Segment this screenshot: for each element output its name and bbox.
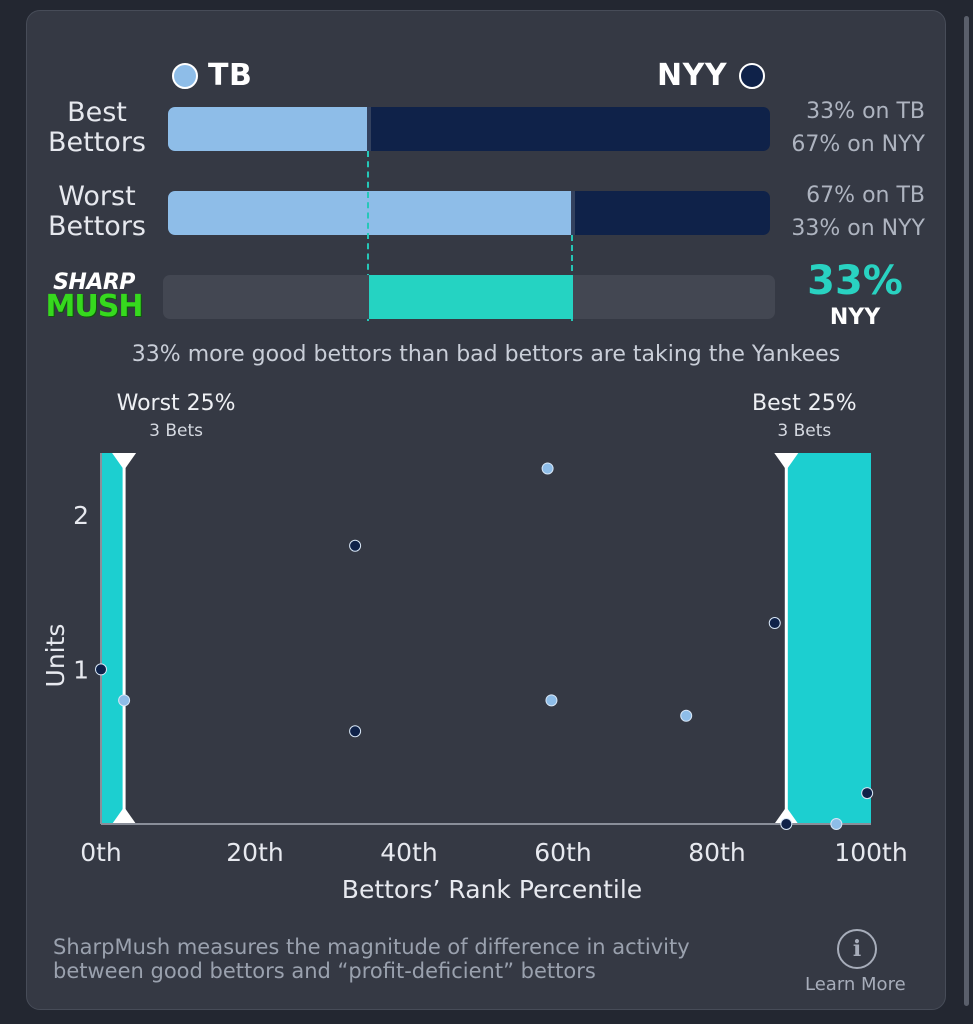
y-tick-label: 1: [73, 655, 89, 684]
band-marker-bottom-0: [112, 807, 137, 824]
footer-description: SharpMush measures the magnitude of diff…: [53, 935, 793, 983]
data-point-tb: [541, 462, 554, 475]
info-icon[interactable]: i: [837, 929, 877, 969]
sharpmush-logo-sharp: SHARP: [53, 270, 135, 295]
x-tick-label: 40th: [380, 838, 437, 867]
data-point-tb: [118, 694, 131, 707]
data-point-nyy: [349, 725, 362, 738]
band-label-1: Best 25%: [752, 391, 857, 416]
tb-legend-dot: [172, 63, 198, 89]
worst-bettors-tb-segment: [168, 191, 576, 235]
data-point-tb: [545, 694, 558, 707]
team-left-label: TB: [208, 58, 253, 93]
x-tick-label: 100th: [834, 838, 907, 867]
band-marker-bottom-1: [774, 807, 799, 824]
worst-tb-pct: 67% on TB: [806, 183, 925, 208]
band-sub-label-0: 3 Bets: [149, 421, 203, 441]
sharpmush-fill: [368, 275, 574, 319]
data-point-tb: [680, 709, 693, 722]
band-marker-top-0: [112, 453, 137, 470]
nyy-legend-dot: [739, 63, 765, 89]
best-bettors-pct: 33% on TB 67% on NYY: [685, 95, 925, 161]
team-right-label: NYY: [657, 58, 728, 93]
worst-bettors-label: Worst Bettors: [37, 182, 157, 242]
band-fill-1: [786, 453, 871, 824]
x-tick-label: 60th: [534, 838, 591, 867]
data-point-nyy: [861, 787, 874, 800]
sharpmush-summary: 33% more good bettors than bad bettors a…: [131, 342, 841, 367]
band-label-0: Worst 25%: [117, 391, 236, 416]
best-bettors-label-line2: Bettors: [48, 127, 146, 158]
best-bettors-label-line1: Best: [67, 97, 127, 128]
data-point-tb: [830, 818, 843, 830]
x-tick-label: 80th: [688, 838, 745, 867]
x-tick-label: 20th: [226, 838, 283, 867]
best-split-connector: [366, 151, 369, 321]
band-fill-0: [101, 453, 125, 824]
best-bettors-label: Best Bettors: [37, 98, 157, 158]
data-point-nyy: [95, 663, 107, 676]
worst-bettors-label-line1: Worst: [58, 181, 136, 212]
percentile-chart: Worst 25% 3 Bets Best 25% 3 Bets 0th 20th 40th…: [41, 391, 908, 900]
footer-line1: SharpMush measures the magnitude of diff…: [53, 935, 690, 959]
x-tick-label: 0th: [80, 838, 122, 867]
footer-line2: between good bettors and “profit-deficie…: [53, 959, 596, 983]
data-point-nyy: [780, 818, 793, 830]
best-bettors-tb-segment: [168, 107, 371, 151]
worst-bettors-pct: 67% on TB 33% on NYY: [685, 179, 925, 245]
sharpmush-track: [163, 275, 775, 319]
band-marker-top-1: [774, 453, 799, 470]
worst-nyy-pct: 33% on NYY: [791, 216, 925, 241]
data-point-nyy: [349, 539, 362, 552]
learn-more-link[interactable]: Learn More: [805, 974, 906, 995]
best-bettors-bar: [168, 107, 770, 151]
scrollbar[interactable]: [964, 16, 969, 1006]
best-tb-pct: 33% on TB: [806, 99, 925, 124]
y-axis-title: Units: [41, 624, 70, 688]
worst-bettors-bar: [168, 191, 770, 235]
sharpmush-value: 33%: [807, 258, 903, 304]
band-sub-label-1: 3 Bets: [777, 421, 831, 441]
worst-bettors-label-line2: Bettors: [48, 211, 146, 242]
best-nyy-pct: 67% on NYY: [791, 132, 925, 157]
y-tick-label: 2: [73, 501, 89, 530]
sharpmush-team: NYY: [829, 305, 881, 330]
x-axis-title: Bettors’ Rank Percentile: [342, 875, 642, 900]
sharpmush-logo-mush: MUSH: [45, 289, 144, 324]
sharpmush-logo: SHARP MUSH: [34, 270, 154, 332]
data-point-nyy: [768, 617, 781, 630]
